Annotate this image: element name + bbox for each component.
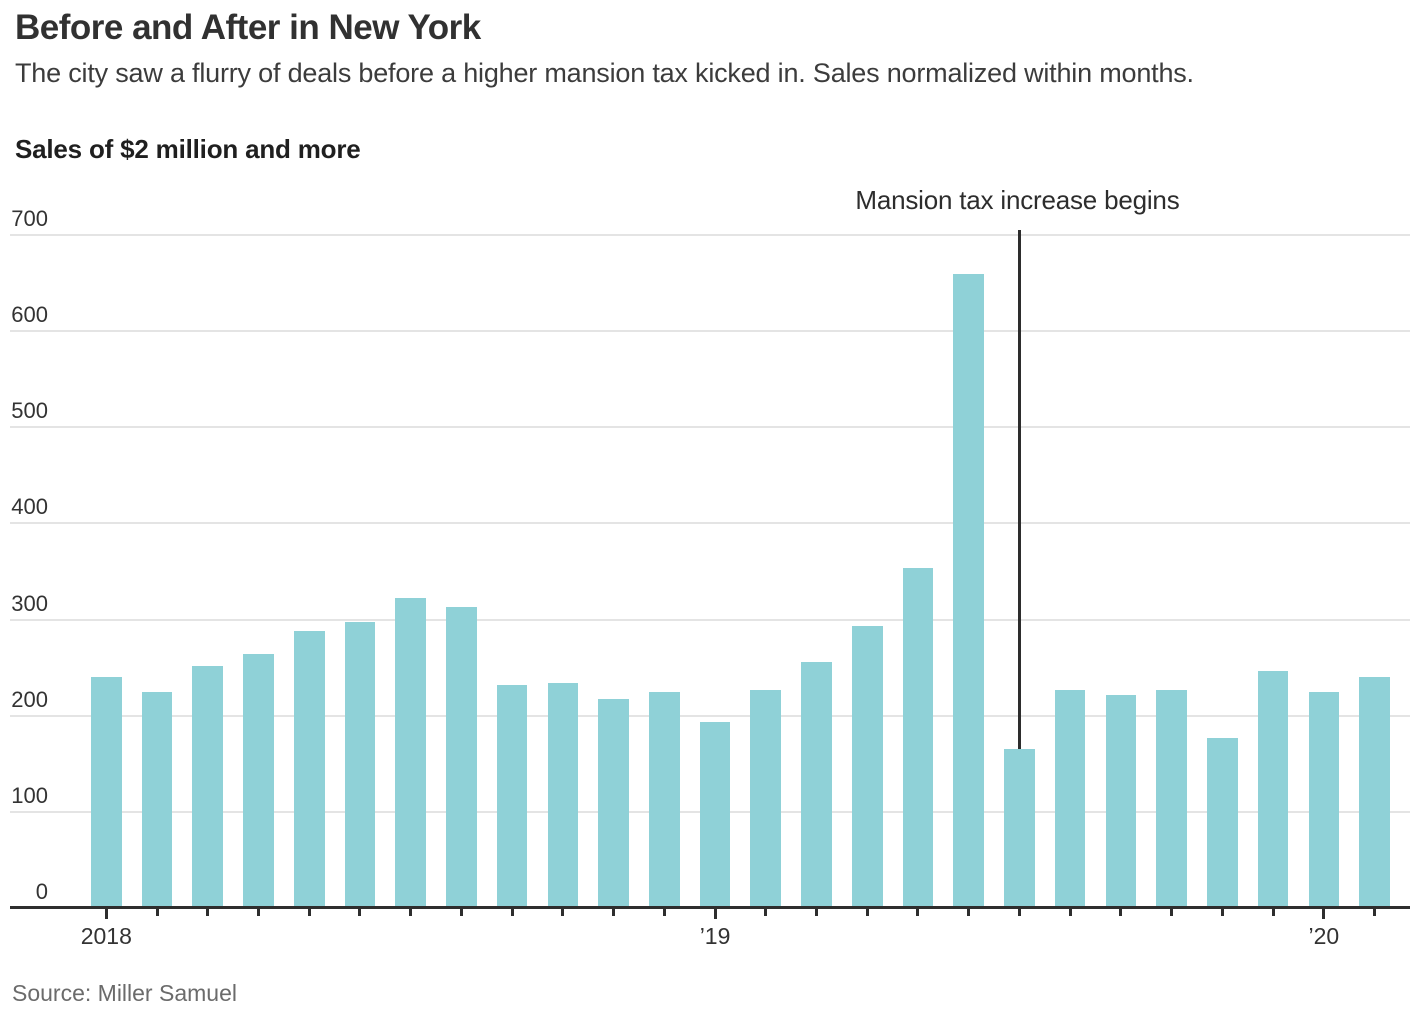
x-axis-tick xyxy=(1068,909,1072,916)
x-axis-tick xyxy=(1170,909,1174,916)
x-axis-label-20: ’20 xyxy=(1308,923,1340,949)
bar-mar-2019 xyxy=(801,661,832,908)
x-axis-label-19: ’19 xyxy=(699,923,731,949)
x-axis-tick xyxy=(206,909,210,916)
x-axis-tick xyxy=(459,909,463,916)
chart-subtitle: The city saw a flurry of deals before a … xyxy=(15,58,1194,88)
x-axis-tick xyxy=(1220,909,1224,916)
gridline-700 xyxy=(10,234,1410,236)
x-axis-tick xyxy=(662,909,666,916)
x-axis-tick xyxy=(1373,909,1377,916)
bar-nov-2019 xyxy=(1207,737,1238,908)
bar-sep-2018 xyxy=(496,684,528,908)
y-axis-label-500: 500 xyxy=(11,398,48,424)
x-axis-tick xyxy=(358,909,362,916)
chart-title: Before and After in New York xyxy=(15,8,481,47)
y-axis-label-700: 700 xyxy=(11,206,48,231)
bar-may-2018 xyxy=(293,631,325,908)
source-note: Source: Miller Samuel xyxy=(12,980,237,1006)
bar-jan-2020 xyxy=(1308,691,1340,908)
x-axis-tick xyxy=(612,909,616,916)
y-axis-label-200: 200 xyxy=(11,686,48,712)
bar-oct-2019 xyxy=(1156,689,1187,908)
gridline-400 xyxy=(10,522,1410,525)
bar-mar-2018 xyxy=(192,665,224,908)
x-axis-tick xyxy=(815,909,819,916)
bar-jul-2018 xyxy=(395,598,426,908)
x-axis-tick xyxy=(307,909,311,916)
x-axis-tick xyxy=(256,909,260,916)
bar-oct-2018 xyxy=(547,683,579,908)
x-axis-tick xyxy=(1119,909,1123,916)
bar-aug-2018 xyxy=(446,607,477,908)
y-axis-label-100: 100 xyxy=(11,782,48,808)
x-axis-label-2018: 2018 xyxy=(80,923,132,949)
bar-aug-2019 xyxy=(1054,689,1086,908)
bar-nov-2018 xyxy=(598,699,629,908)
gridline-500 xyxy=(10,426,1410,429)
bar-jan-2019 xyxy=(699,722,731,908)
bar-may-2019 xyxy=(902,567,934,908)
x-axis-tick xyxy=(1017,909,1021,916)
x-axis-tick xyxy=(1271,909,1275,916)
x-axis-year-tick xyxy=(104,909,108,919)
gridline-200 xyxy=(10,714,1410,717)
bar-feb-2018 xyxy=(141,691,173,908)
y-axis-label-0: 0 xyxy=(35,879,48,904)
x-axis-tick xyxy=(865,909,869,916)
y-axis-label-600: 600 xyxy=(11,302,48,328)
bar-jul-2019 xyxy=(1004,749,1035,908)
y-axis-label-300: 300 xyxy=(11,590,48,616)
y-axis-label-400: 400 xyxy=(11,494,48,520)
series-label: Sales of $2 million and more xyxy=(15,134,361,164)
bar-apr-2019 xyxy=(851,626,883,908)
x-axis-year-tick xyxy=(713,909,717,919)
bar-apr-2018 xyxy=(243,654,274,908)
x-axis-tick xyxy=(409,909,413,916)
x-axis-year-tick xyxy=(1322,909,1326,919)
bar-sep-2019 xyxy=(1105,694,1137,908)
x-axis-tick xyxy=(764,909,768,916)
bar-jan-2018 xyxy=(91,677,122,908)
gridline-600 xyxy=(10,330,1410,333)
x-axis-tick xyxy=(916,909,920,916)
bar-dec-2019 xyxy=(1257,671,1289,908)
x-axis-tick xyxy=(561,909,565,916)
x-axis-tick xyxy=(510,909,514,916)
x-axis-tick xyxy=(967,909,971,916)
annotation-line xyxy=(1017,230,1021,750)
bar-feb-2019 xyxy=(750,689,782,908)
x-axis-line xyxy=(10,906,1410,909)
bar-feb-2020 xyxy=(1359,677,1390,908)
gridline-300 xyxy=(10,618,1410,621)
bar-dec-2018 xyxy=(649,691,680,908)
x-axis-tick xyxy=(155,909,159,916)
annotation-label: Mansion tax increase begins xyxy=(855,185,1180,215)
bar-jun-2018 xyxy=(344,622,376,908)
bar-jun-2019 xyxy=(953,274,984,908)
